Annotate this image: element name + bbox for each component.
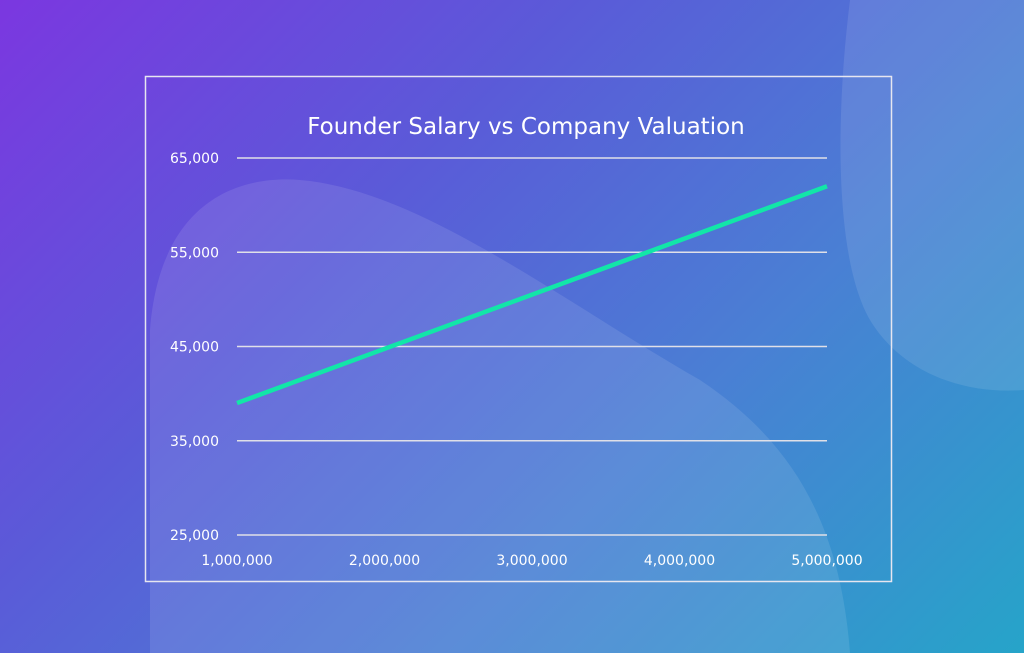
y-tick-label: 45,000 bbox=[170, 340, 219, 356]
chart-frame bbox=[144, 75, 893, 583]
x-tick-label: 5,000,000 bbox=[791, 553, 862, 569]
y-tick-label: 25,000 bbox=[170, 528, 219, 544]
series-line bbox=[236, 184, 828, 406]
background-blob-right bbox=[840, 0, 1024, 391]
x-tick-label: 2,000,000 bbox=[349, 553, 420, 569]
y-tick-label: 55,000 bbox=[170, 245, 219, 261]
chart-title: Founder Salary vs Company Valuation bbox=[307, 114, 745, 140]
x-tick-label: 3,000,000 bbox=[496, 553, 567, 569]
x-tick-label: 4,000,000 bbox=[644, 553, 715, 569]
y-tick-label: 65,000 bbox=[170, 151, 219, 167]
x-tick-label: 1,000,000 bbox=[201, 553, 272, 569]
y-tick-label: 35,000 bbox=[170, 434, 219, 450]
